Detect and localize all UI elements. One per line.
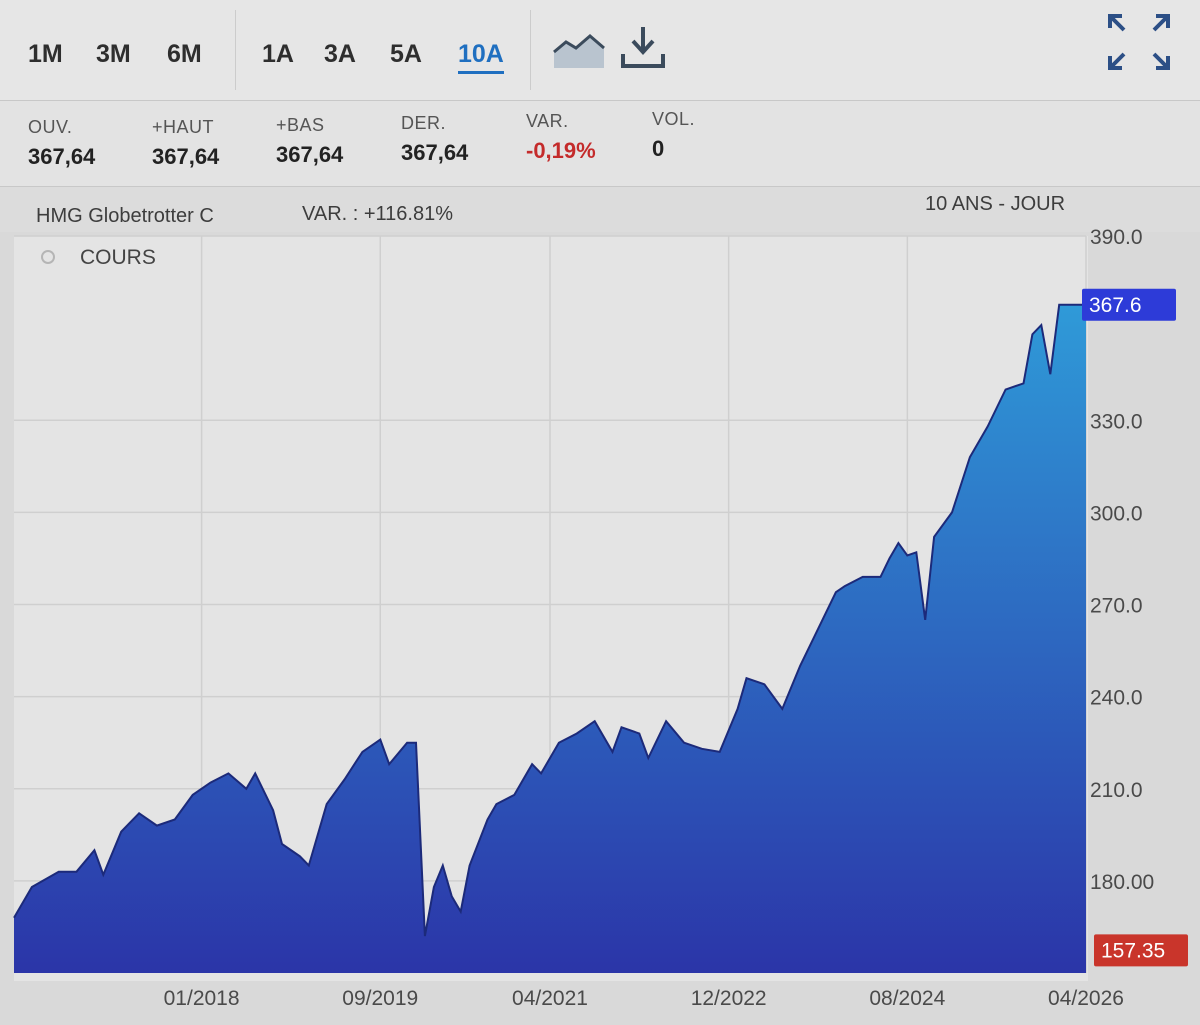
stat-label: VAR. — [526, 111, 569, 131]
range-5a-button[interactable]: 5A — [390, 40, 422, 68]
y-axis: 390.0 330.0 300.0 270.0 240.0 210.0 180.00 — [1090, 228, 1154, 894]
price-line — [13, 303, 1086, 937]
x-tick-label: 04/2021 — [512, 987, 588, 1010]
period-label: 10 ANS - JOUR — [925, 193, 1066, 215]
x-tick-label: 08/2024 — [869, 987, 945, 1010]
area-chart-icon[interactable] — [552, 30, 608, 70]
download-icon[interactable] — [620, 24, 666, 72]
range-10a-button[interactable]: 10A — [458, 40, 504, 74]
range-3a-button[interactable]: 3A — [324, 40, 356, 68]
y-tick-label: 300.0 — [1090, 502, 1143, 525]
legend-label: COURS — [80, 246, 156, 269]
legend: COURS — [41, 246, 156, 269]
y-tick-label: 330.0 — [1090, 410, 1143, 433]
x-tick-label: 12/2022 — [691, 987, 767, 1010]
stat-label: VOL. — [652, 109, 696, 129]
stat-value: 367,64 — [401, 140, 469, 165]
x-tick-label: 01/2018 — [164, 987, 240, 1010]
y-tick-label: 240.0 — [1090, 687, 1143, 710]
period-variation: VAR. : +116.81% — [302, 203, 454, 225]
stat-low: +BAS 367,64 — [276, 115, 343, 168]
range-3m-button[interactable]: 3M — [96, 40, 131, 68]
y-tick-label: 210.0 — [1090, 779, 1143, 802]
min-value-badge: 157.35 — [1094, 934, 1188, 967]
quote-stats: OUV. 367,64 +HAUT 367,64 +BAS 367,64 DER… — [0, 101, 1200, 187]
chart-header: HMG Globetrotter C VAR. : +116.81% 10 AN… — [0, 187, 1200, 232]
stat-last: DER. 367,64 — [401, 113, 468, 166]
price-area — [14, 304, 1086, 973]
stat-value: 367,64 — [28, 144, 96, 169]
range-6m-button[interactable]: 6M — [167, 40, 202, 68]
y-tick-label: 270.0 — [1090, 595, 1143, 618]
x-axis: 01/2018 09/2019 04/2021 12/2022 08/2024 04/20… — [164, 987, 1124, 1010]
min-value-label: 157.35 — [1101, 939, 1165, 962]
y-tick-label: 390.0 — [1090, 228, 1143, 249]
x-tick-label: 09/2019 — [342, 987, 418, 1010]
stat-value: 0 — [652, 136, 665, 161]
y-tick-label: 180.00 — [1090, 871, 1154, 894]
stat-high: +HAUT 367,64 — [152, 117, 219, 170]
stat-label: OUV. — [28, 117, 73, 137]
last-value-label: 367.6 — [1089, 294, 1142, 317]
price-chart: COURS 390.0 330.0 300.0 270.0 240.0 210.0 180.… — [13, 228, 1188, 1010]
stat-volume: VOL. 0 — [652, 109, 695, 162]
range-1m-button[interactable]: 1M — [28, 40, 63, 68]
last-value-badge: 367.6 — [1082, 288, 1176, 321]
fullscreen-icon[interactable] — [1106, 12, 1172, 72]
stat-label: +HAUT — [152, 117, 215, 137]
stat-label: DER. — [401, 113, 447, 133]
stat-open: OUV. 367,64 — [28, 117, 95, 170]
legend-icon — [41, 250, 55, 264]
instrument-name: HMG Globetrotter C — [36, 205, 214, 227]
x-tick-label: 04/2026 — [1048, 987, 1124, 1010]
stat-variation: VAR. -0,19% — [526, 111, 596, 164]
range-toolbar: 1M 3M 6M 1A 3A 5A 10A — [0, 0, 1200, 101]
stat-value: 367,64 — [276, 142, 344, 167]
toolbar-divider — [530, 10, 531, 90]
stat-value: -0,19% — [526, 138, 596, 163]
range-1a-button[interactable]: 1A — [262, 40, 294, 68]
stat-label: +BAS — [276, 115, 325, 135]
stat-value: 367,64 — [152, 144, 220, 169]
toolbar-divider — [235, 10, 236, 90]
